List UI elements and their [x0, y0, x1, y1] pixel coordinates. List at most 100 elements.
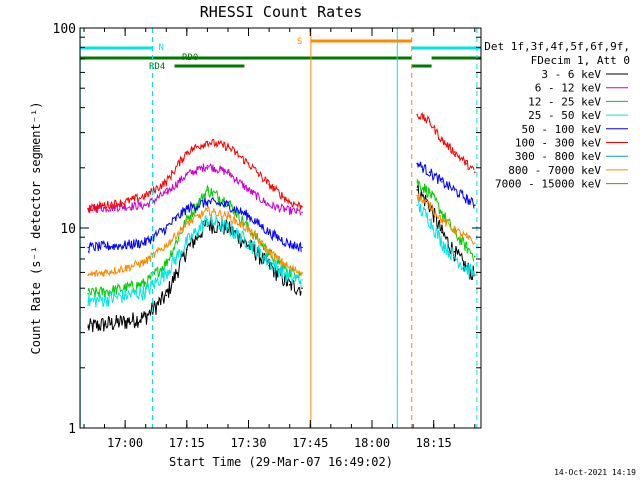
- data-point-3-6-kev: [416, 189, 419, 191]
- data-point-3-6-kev: [268, 264, 270, 267]
- data-point-6-12-kev: [288, 209, 291, 212]
- data-point-3-6-kev: [186, 248, 188, 251]
- data-point-800-7000-kev: [465, 236, 468, 238]
- flag-bar-rd0: RD0: [80, 53, 481, 63]
- data-point-100-300-kev: [268, 183, 270, 186]
- data-point-50-100-kev: [144, 241, 147, 243]
- series-line-12-25-kev: [87, 178, 475, 298]
- data-point-800-7000-kev: [87, 274, 89, 277]
- y-axis-label: Count Rate (s⁻¹ detector segment⁻¹): [29, 102, 43, 355]
- x-tick-label: 18:00: [354, 436, 390, 450]
- data-point-12-25-kev: [416, 181, 419, 183]
- data-point-800-7000-kev: [428, 204, 431, 206]
- legend-label: 6 - 12 keV: [535, 82, 602, 95]
- data-point-6-12-kev: [124, 205, 126, 208]
- legend-label: 100 - 300 keV: [515, 137, 601, 150]
- data-point-50-100-kev: [453, 189, 456, 191]
- y-tick-label: 10: [60, 222, 76, 237]
- data-point-25-50-kev: [428, 218, 431, 221]
- data-point-12-25-kev: [124, 287, 126, 290]
- data-point-100-300-kev: [186, 151, 188, 153]
- data-point-6-12-kev: [186, 173, 188, 176]
- data-point-100-300-kev: [288, 201, 291, 203]
- data-point-800-7000-kev: [268, 251, 270, 253]
- x-axis: 17:00 17:15 17:30 17:45 18:00 18:15: [83, 28, 476, 450]
- data-point-12-25-kev: [87, 292, 89, 295]
- legend-entry-7000-15000-kev: 7000 - 15000 keV: [495, 178, 628, 191]
- data-point-12-25-kev: [103, 291, 106, 293]
- data-point-50-100-kev: [206, 201, 209, 203]
- data-point-100-300-kev: [301, 205, 303, 208]
- legend-label: 300 - 800 keV: [515, 150, 601, 163]
- series-line-25-50-kev: [87, 199, 475, 308]
- data-point-25-50-kev: [186, 241, 188, 243]
- legend: Det 1f,3f,4f,5f,6f,9f, FDecim 1, Att 0 3…: [484, 40, 630, 191]
- legend-entry-3-6-kev: 3 - 6 keV: [541, 68, 628, 81]
- x-tick-label: 17:45: [292, 436, 328, 450]
- legend-entry-300-800-kev: 300 - 800 keV: [515, 150, 628, 163]
- data-point-25-50-kev: [87, 300, 89, 303]
- flag-label-n: N: [159, 43, 164, 53]
- data-point-50-100-kev: [247, 215, 250, 217]
- series-6-12-kev: [87, 162, 303, 216]
- legend-label: 25 - 50 keV: [528, 109, 601, 122]
- legend-label: 800 - 7000 keV: [508, 164, 601, 177]
- date-stamp: 14-Oct-2021 14:19: [554, 468, 636, 477]
- data-point-50-100-kev: [301, 246, 303, 249]
- data-point-800-7000-kev: [288, 267, 291, 269]
- data-point-6-12-kev: [144, 204, 147, 206]
- flag-label-rd0: RD0: [182, 53, 198, 63]
- data-point-50-100-kev: [124, 244, 126, 246]
- data-point-12-25-kev: [474, 255, 476, 258]
- data-point-50-100-kev: [428, 171, 431, 173]
- data-point-800-7000-kev: [165, 244, 168, 246]
- data-point-25-50-kev: [103, 298, 106, 301]
- data-point-50-100-kev: [87, 246, 89, 249]
- flag-bar-rd4: RD4: [149, 62, 432, 72]
- data-point-25-50-kev: [441, 241, 443, 243]
- data-point-25-50-kev: [474, 274, 476, 277]
- flag-label-s: S: [297, 37, 302, 47]
- data-point-25-50-kev: [268, 260, 270, 263]
- data-point-50-100-kev: [465, 198, 468, 200]
- series-25-50-kev: [87, 199, 476, 308]
- data-point-100-300-kev: [416, 113, 419, 116]
- data-point-50-100-kev: [186, 207, 188, 210]
- chart-title: RHESSI Count Rates: [200, 3, 363, 21]
- data-point-25-50-kev: [465, 267, 468, 269]
- legend-entry-12-25-kev: 12 - 25 keV: [528, 95, 628, 108]
- data-point-3-6-kev: [144, 315, 147, 318]
- data-point-50-100-kev: [268, 231, 270, 234]
- data-point-100-300-kev: [87, 207, 89, 210]
- data-point-100-300-kev: [103, 204, 106, 206]
- data-point-50-100-kev: [227, 204, 229, 206]
- data-point-12-25-kev: [165, 262, 168, 264]
- data-point-25-50-kev: [227, 227, 229, 229]
- data-point-50-100-kev: [165, 227, 168, 229]
- data-point-12-25-kev: [441, 211, 443, 213]
- legend-label: 7000 - 15000 keV: [495, 178, 601, 191]
- data-point-50-100-kev: [474, 204, 476, 206]
- series-line-800-7000-kev: [87, 193, 475, 277]
- data-point-800-7000-kev: [206, 209, 209, 212]
- data-point-100-300-kev: [453, 151, 456, 153]
- data-point-100-300-kev: [206, 140, 209, 143]
- legend-label: 3 - 6 keV: [541, 68, 601, 81]
- series-line-6-12-kev: [87, 162, 302, 216]
- legend-entry-25-50-kev: 25 - 50 keV: [528, 109, 628, 122]
- data-point-800-7000-kev: [144, 260, 147, 263]
- data-point-6-12-kev: [247, 189, 250, 191]
- y-tick-label: 1: [68, 422, 76, 437]
- data-point-100-300-kev: [227, 145, 229, 148]
- data-point-25-50-kev: [301, 279, 303, 281]
- data-point-100-300-kev: [441, 139, 443, 141]
- data-point-3-6-kev: [453, 251, 456, 253]
- data-point-3-6-kev: [103, 323, 106, 326]
- data-point-800-7000-kev: [247, 229, 250, 231]
- data-point-12-25-kev: [428, 192, 431, 194]
- data-point-6-12-kev: [227, 171, 229, 173]
- data-point-100-300-kev: [474, 171, 476, 173]
- data-point-50-100-kev: [288, 243, 291, 245]
- data-point-6-12-kev: [301, 211, 303, 213]
